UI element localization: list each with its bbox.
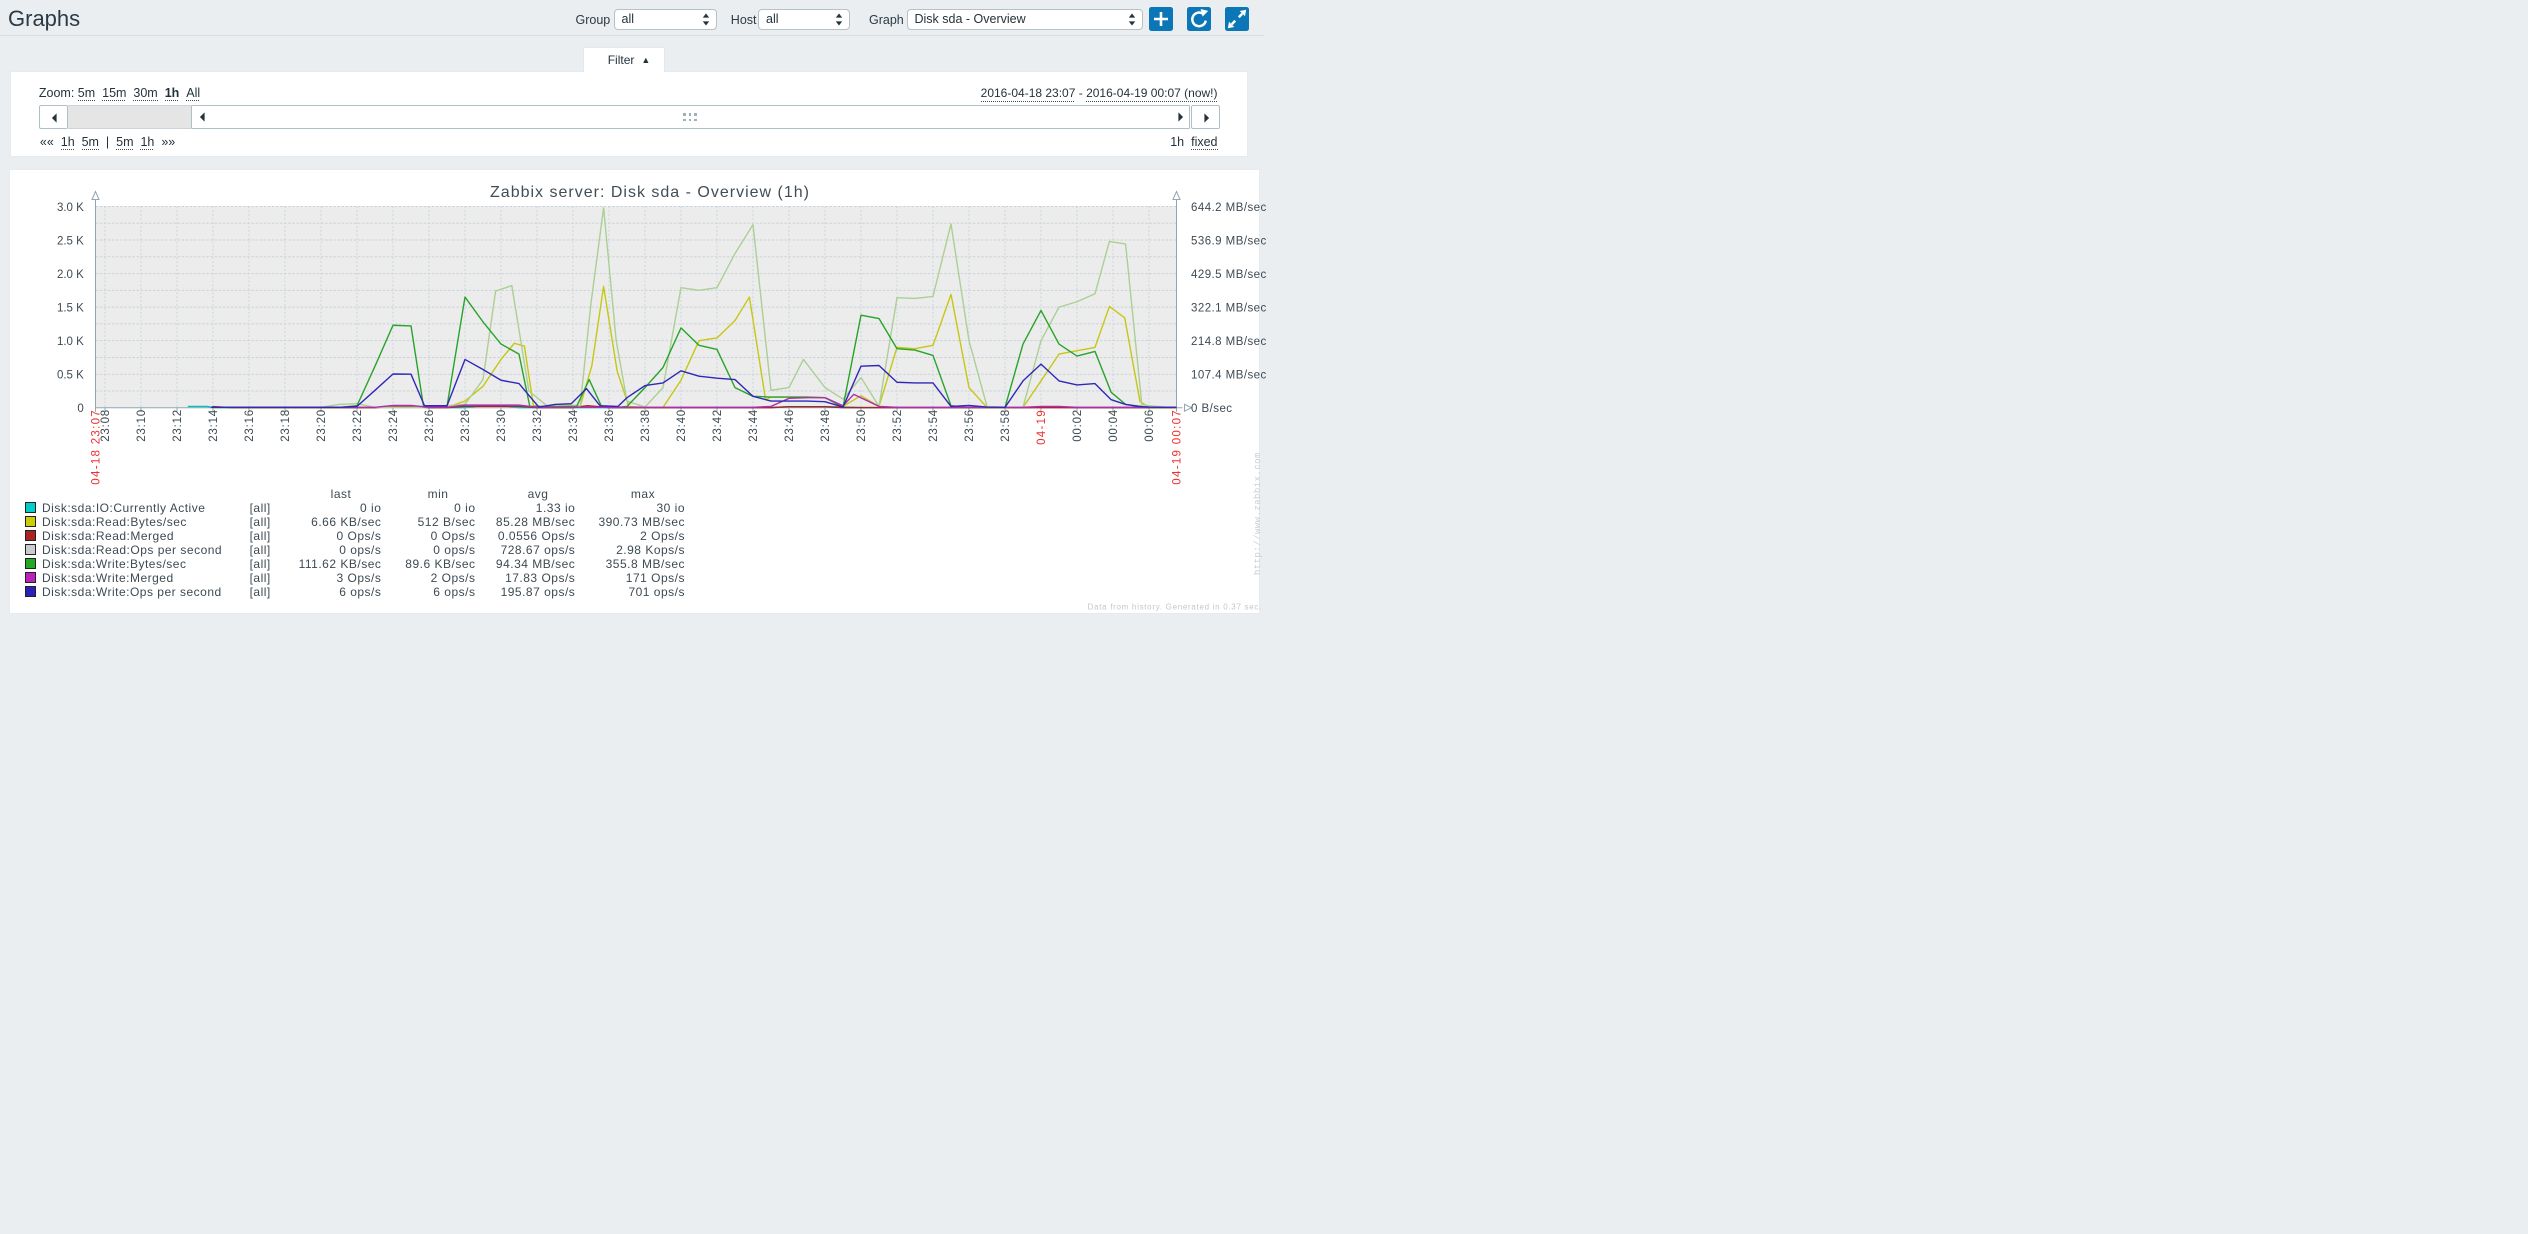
svg-text:728.67 ops/s: 728.67 ops/s: [501, 543, 576, 557]
svg-text:23:28: 23:28: [460, 409, 472, 442]
svg-text:23:14: 23:14: [208, 409, 220, 442]
svg-text:0 B/sec: 0 B/sec: [1191, 403, 1233, 415]
svg-text:[all]: [all]: [250, 543, 271, 557]
svg-text:0 ops/s: 0 ops/s: [433, 543, 475, 557]
svg-text:30 io: 30 io: [656, 501, 685, 515]
svg-text:Disk:sda:Write:Ops per second: Disk:sda:Write:Ops per second: [42, 585, 222, 599]
svg-text:2.98 Kops/s: 2.98 Kops/s: [616, 543, 685, 557]
svg-text:[all]: [all]: [250, 515, 271, 529]
svg-text:23:48: 23:48: [820, 409, 832, 442]
svg-text:[all]: [all]: [250, 585, 271, 599]
svg-text:23:46: 23:46: [784, 409, 796, 442]
svg-text:min: min: [428, 487, 449, 501]
svg-text:23:36: 23:36: [604, 409, 616, 442]
svg-text:390.73 MB/sec: 390.73 MB/sec: [598, 515, 685, 529]
svg-text:0 ops/s: 0 ops/s: [339, 543, 381, 557]
svg-text:1.5 K: 1.5 K: [57, 302, 84, 314]
svg-text:Disk:sda:Read:Ops per second: Disk:sda:Read:Ops per second: [42, 543, 222, 557]
svg-text:Disk:sda:Write:Merged: Disk:sda:Write:Merged: [42, 571, 174, 585]
svg-text:[all]: [all]: [250, 557, 271, 571]
svg-text:171 Ops/s: 171 Ops/s: [626, 571, 685, 585]
svg-text:0 io: 0 io: [454, 501, 475, 515]
svg-text:0 Ops/s: 0 Ops/s: [431, 529, 476, 543]
svg-text:355.8 MB/sec: 355.8 MB/sec: [606, 557, 685, 571]
svg-text:00:06: 00:06: [1144, 409, 1156, 442]
svg-text:1.33 io: 1.33 io: [536, 501, 576, 515]
svg-text:23:08: 23:08: [100, 409, 112, 442]
svg-text:429.5 MB/sec: 429.5 MB/sec: [1191, 269, 1267, 281]
svg-text:0.5 K: 0.5 K: [57, 370, 84, 382]
svg-text:701 ops/s: 701 ops/s: [628, 585, 685, 599]
svg-text:195.87 ops/s: 195.87 ops/s: [501, 585, 576, 599]
svg-text:214.8 MB/sec: 214.8 MB/sec: [1191, 336, 1267, 348]
svg-text:04-18 23:07: 04-18 23:07: [91, 409, 103, 485]
svg-text:0: 0: [77, 403, 83, 415]
svg-text:23:44: 23:44: [748, 409, 760, 442]
svg-text:3 Ops/s: 3 Ops/s: [337, 571, 382, 585]
svg-text:00:02: 00:02: [1072, 409, 1084, 442]
svg-text:6 ops/s: 6 ops/s: [339, 585, 381, 599]
svg-text:6 ops/s: 6 ops/s: [433, 585, 475, 599]
svg-text:0 io: 0 io: [360, 501, 381, 515]
svg-text:23:18: 23:18: [280, 409, 292, 442]
svg-text:0 Ops/s: 0 Ops/s: [337, 529, 382, 543]
svg-text:23:56: 23:56: [964, 409, 976, 442]
svg-text:644.2 MB/sec: 644.2 MB/sec: [1191, 202, 1267, 214]
svg-text:[all]: [all]: [250, 571, 271, 585]
svg-text:0.0556 Ops/s: 0.0556 Ops/s: [498, 529, 575, 543]
svg-text:Disk:sda:Read:Merged: Disk:sda:Read:Merged: [42, 529, 174, 543]
svg-text:04-19: 04-19: [1036, 409, 1048, 445]
svg-text:23:26: 23:26: [424, 409, 436, 442]
svg-text:23:40: 23:40: [676, 409, 688, 442]
svg-text:512 B/sec: 512 B/sec: [418, 515, 476, 529]
svg-text:http://www.zabbix.com: http://www.zabbix.com: [1253, 452, 1263, 575]
svg-text:23:16: 23:16: [244, 409, 256, 442]
svg-text:04-19 00:07: 04-19 00:07: [1172, 409, 1184, 485]
svg-text:322.1 MB/sec: 322.1 MB/sec: [1191, 302, 1267, 314]
svg-text:23:10: 23:10: [136, 409, 148, 442]
svg-text:1.0 K: 1.0 K: [57, 336, 84, 348]
svg-text:6.66 KB/sec: 6.66 KB/sec: [311, 515, 381, 529]
svg-text:2 Ops/s: 2 Ops/s: [640, 529, 685, 543]
svg-text:max: max: [631, 487, 655, 501]
svg-text:Zabbix server: Disk sda - Over: Zabbix server: Disk sda - Overview (1h): [490, 184, 810, 201]
svg-text:2.5 K: 2.5 K: [57, 235, 84, 247]
svg-text:23:34: 23:34: [568, 409, 580, 442]
svg-text:23:58: 23:58: [1000, 409, 1012, 442]
svg-text:23:12: 23:12: [172, 409, 184, 442]
svg-text:23:54: 23:54: [928, 409, 940, 442]
svg-text:111.62 KB/sec: 111.62 KB/sec: [299, 557, 382, 571]
svg-text:23:30: 23:30: [496, 409, 508, 442]
svg-text:Disk:sda:IO:Currently Active: Disk:sda:IO:Currently Active: [42, 501, 205, 515]
svg-text:23:42: 23:42: [712, 409, 724, 442]
svg-text:23:20: 23:20: [316, 409, 328, 442]
svg-text:536.9 MB/sec: 536.9 MB/sec: [1191, 235, 1267, 247]
svg-text:85.28 MB/sec: 85.28 MB/sec: [496, 515, 575, 529]
svg-text:Disk:sda:Write:Bytes/sec: Disk:sda:Write:Bytes/sec: [42, 557, 186, 571]
svg-text:[all]: [all]: [250, 529, 271, 543]
svg-text:2.0 K: 2.0 K: [57, 269, 84, 281]
svg-text:23:50: 23:50: [856, 409, 868, 442]
svg-text:2 Ops/s: 2 Ops/s: [431, 571, 476, 585]
svg-text:17.83 Ops/s: 17.83 Ops/s: [505, 571, 575, 585]
svg-text:94.34 MB/sec: 94.34 MB/sec: [496, 557, 575, 571]
svg-text:23:52: 23:52: [892, 409, 904, 442]
svg-text:[all]: [all]: [250, 501, 271, 515]
svg-text:last: last: [331, 487, 352, 501]
svg-text:107.4 MB/sec: 107.4 MB/sec: [1191, 370, 1267, 382]
svg-text:23:38: 23:38: [640, 409, 652, 442]
svg-text:23:24: 23:24: [388, 409, 400, 442]
svg-text:3.0 K: 3.0 K: [57, 202, 84, 214]
svg-text:23:32: 23:32: [532, 409, 544, 442]
svg-text:89.6 KB/sec: 89.6 KB/sec: [405, 557, 475, 571]
svg-text:23:22: 23:22: [352, 409, 364, 442]
svg-text:00:04: 00:04: [1108, 409, 1120, 442]
svg-text:avg: avg: [528, 487, 549, 501]
svg-text:Data from history. Generated i: Data from history. Generated in 0.37 sec…: [1088, 603, 1262, 612]
svg-text:Disk:sda:Read:Bytes/sec: Disk:sda:Read:Bytes/sec: [42, 515, 187, 529]
